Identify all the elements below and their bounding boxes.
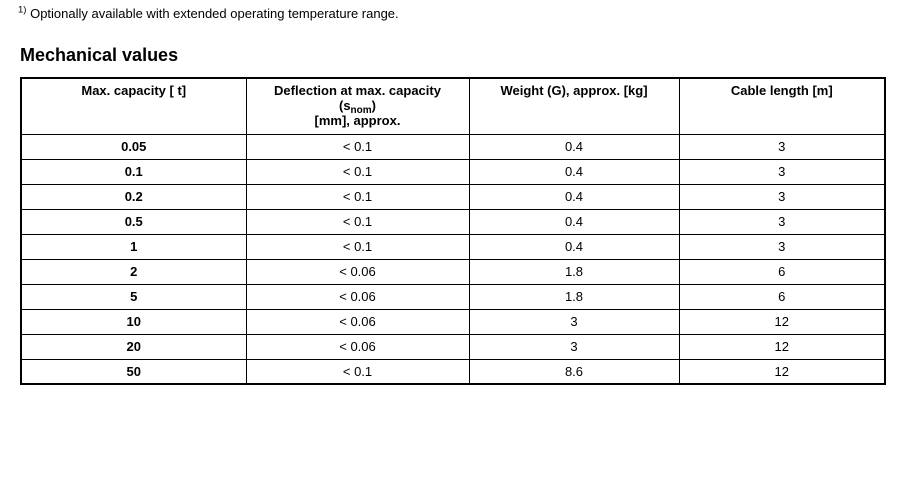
cell-weight: 0.4 — [468, 233, 680, 260]
cell-weight: 0.4 — [468, 183, 680, 210]
cell-max-capacity: 50 — [20, 358, 247, 385]
cell-weight: 0.4 — [468, 133, 680, 160]
table-row: 2 < 0.06 1.8 6 — [20, 258, 886, 285]
cell-deflection: < 0.06 — [245, 258, 470, 285]
cell-cable-length: 6 — [678, 258, 886, 285]
cell-deflection: < 0.1 — [245, 358, 470, 385]
deflection-header-line3: [mm], approx. — [314, 113, 401, 128]
cell-weight: 3 — [468, 308, 680, 335]
table-row: 50 < 0.1 8.6 12 — [20, 358, 886, 385]
cell-max-capacity: 20 — [20, 333, 247, 360]
cell-cable-length: 3 — [678, 133, 886, 160]
cell-weight: 0.4 — [468, 208, 680, 235]
col-header-max-capacity: Max. capacity [ t] — [20, 77, 247, 135]
col-header-cable-length: Cable length [m] — [678, 77, 886, 135]
cell-deflection: < 0.06 — [245, 333, 470, 360]
mechanical-values-table: Max. capacity [ t] Deflection at max. ca… — [20, 77, 886, 385]
cell-cable-length: 3 — [678, 183, 886, 210]
cell-weight: 0.4 — [468, 158, 680, 185]
cell-max-capacity: 2 — [20, 258, 247, 285]
table-row: 5 < 0.06 1.8 6 — [20, 283, 886, 310]
table-row: 0.2 < 0.1 0.4 3 — [20, 183, 886, 210]
cell-cable-length: 12 — [678, 358, 886, 385]
table-row: 0.1 < 0.1 0.4 3 — [20, 158, 886, 185]
cell-weight: 8.6 — [468, 358, 680, 385]
deflection-header-line1: Deflection at max. capacity — [274, 83, 441, 98]
cell-max-capacity: 5 — [20, 283, 247, 310]
cell-max-capacity: 10 — [20, 308, 247, 335]
cell-max-capacity: 1 — [20, 233, 247, 260]
cell-weight: 1.8 — [468, 283, 680, 310]
cell-max-capacity: 0.5 — [20, 208, 247, 235]
cell-cable-length: 3 — [678, 233, 886, 260]
cell-max-capacity: 0.2 — [20, 183, 247, 210]
footnote-marker: 1) — [18, 4, 27, 16]
cell-deflection: < 0.1 — [245, 183, 470, 210]
section-title: Mechanical values — [20, 45, 179, 65]
footnote-text: Optionally available with extended opera… — [30, 6, 399, 21]
cell-weight: 3 — [468, 333, 680, 360]
cell-weight: 1.8 — [468, 258, 680, 285]
cell-max-capacity: 0.1 — [20, 158, 247, 185]
cell-cable-length: 12 — [678, 333, 886, 360]
cell-deflection: < 0.06 — [245, 308, 470, 335]
cell-deflection: < 0.1 — [245, 158, 470, 185]
cell-cable-length: 3 — [678, 208, 886, 235]
col-header-deflection: Deflection at max. capacity (snom) [mm],… — [245, 77, 470, 135]
col-header-weight: Weight (G), approx. [kg] — [468, 77, 680, 135]
table-row: 20 < 0.06 3 12 — [20, 333, 886, 360]
cell-deflection: < 0.06 — [245, 283, 470, 310]
table-row: 1 < 0.1 0.4 3 — [20, 233, 886, 260]
deflection-subscript: nom — [350, 105, 372, 116]
cell-cable-length: 6 — [678, 283, 886, 310]
table-row: 0.5 < 0.1 0.4 3 — [20, 208, 886, 235]
cell-cable-length: 12 — [678, 308, 886, 335]
cell-deflection: < 0.1 — [245, 133, 470, 160]
footnote: 1) Optionally available with extended op… — [18, 5, 399, 22]
table-row: 10 < 0.06 3 12 — [20, 308, 886, 335]
cell-deflection: < 0.1 — [245, 233, 470, 260]
table-row: 0.05 < 0.1 0.4 3 — [20, 133, 886, 160]
table-header-row: Max. capacity [ t] Deflection at max. ca… — [20, 77, 886, 135]
cell-max-capacity: 0.05 — [20, 133, 247, 160]
cell-deflection: < 0.1 — [245, 208, 470, 235]
cell-cable-length: 3 — [678, 158, 886, 185]
deflection-header-line2: (snom) — [338, 98, 376, 116]
